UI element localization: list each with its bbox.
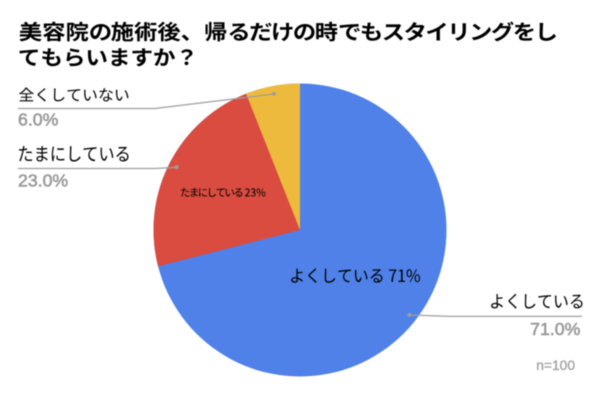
svg-text:n=100: n=100 [536, 358, 575, 373]
svg-text:71.0%: 71.0% [530, 319, 580, 339]
svg-text:6.0%: 6.0% [18, 110, 59, 130]
svg-text:23.0%: 23.0% [18, 170, 68, 190]
